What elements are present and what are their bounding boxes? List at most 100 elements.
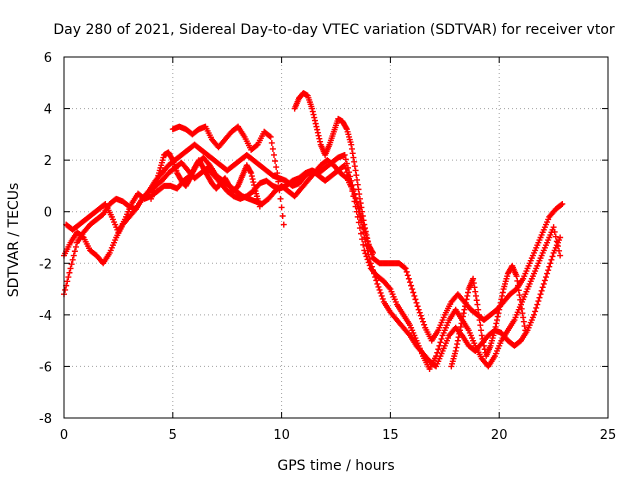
- data-point: [536, 294, 543, 301]
- data-point: [359, 213, 366, 220]
- data-point: [267, 133, 274, 140]
- data-point: [348, 141, 355, 148]
- data-point: [519, 310, 526, 317]
- data-point: [343, 169, 350, 176]
- data-point: [452, 347, 459, 354]
- data-point: [480, 342, 487, 349]
- data-point: [248, 170, 255, 177]
- chart-title: Day 280 of 2021, Sidereal Day-to-day VTE…: [53, 22, 615, 38]
- data-point: [493, 320, 500, 327]
- data-point: [461, 306, 468, 313]
- x-tick-label: 15: [382, 428, 399, 443]
- data-point: [373, 277, 380, 284]
- x-tick-label: 0: [60, 428, 68, 443]
- data-point: [453, 344, 460, 351]
- series-arc-7: [448, 262, 529, 370]
- data-point: [496, 303, 503, 310]
- data-point: [309, 105, 316, 112]
- data-point: [349, 150, 356, 157]
- data-point: [369, 248, 376, 255]
- data-point: [559, 200, 566, 207]
- data-point: [557, 252, 564, 259]
- data-point: [377, 289, 384, 296]
- data-point: [353, 172, 360, 179]
- data-point: [454, 337, 461, 344]
- data-point: [518, 305, 525, 312]
- data-point: [464, 292, 471, 299]
- data-point: [409, 286, 416, 293]
- data-point: [480, 339, 487, 346]
- data-point: [521, 323, 528, 330]
- data-point: [435, 346, 442, 353]
- data-point: [275, 178, 282, 185]
- data-points: [61, 90, 566, 373]
- data-point: [363, 253, 370, 260]
- data-point: [462, 303, 469, 310]
- data-point: [359, 236, 366, 243]
- data-point: [351, 158, 358, 165]
- data-point: [311, 117, 318, 124]
- data-point: [494, 313, 501, 320]
- data-point: [494, 317, 501, 324]
- data-point: [342, 174, 349, 181]
- data-point: [550, 224, 557, 231]
- data-point: [556, 247, 563, 254]
- data-point: [279, 213, 286, 220]
- data-point: [311, 114, 318, 121]
- data-point: [248, 173, 255, 180]
- data-point: [542, 274, 549, 281]
- data-point: [253, 142, 260, 149]
- data-point: [533, 304, 540, 311]
- data-point: [434, 349, 441, 356]
- y-tick-label: -2: [39, 257, 52, 272]
- data-point: [539, 284, 546, 291]
- data-point: [499, 289, 506, 296]
- data-point: [356, 225, 363, 232]
- y-tick-label: -6: [39, 360, 52, 375]
- data-point: [356, 195, 363, 202]
- data-point: [364, 256, 371, 263]
- series-arc-6: [291, 90, 376, 256]
- y-tick-label: -8: [39, 412, 52, 427]
- data-point: [64, 278, 71, 285]
- data-point: [361, 247, 368, 254]
- data-point: [312, 120, 319, 127]
- data-point: [360, 217, 367, 224]
- x-tick-label: 10: [273, 428, 290, 443]
- data-point: [532, 308, 539, 315]
- grid: [64, 57, 608, 418]
- data-point: [540, 280, 547, 287]
- data-point: [266, 133, 273, 140]
- data-point: [478, 327, 485, 334]
- data-point: [457, 327, 464, 334]
- data-point: [352, 167, 359, 174]
- data-point: [314, 126, 321, 133]
- data-point: [277, 195, 284, 202]
- data-point: [71, 248, 78, 255]
- data-point: [364, 235, 371, 242]
- data-point: [414, 303, 421, 310]
- data-point: [516, 292, 523, 299]
- data-point: [404, 272, 411, 279]
- data-point: [62, 286, 69, 293]
- data-point: [541, 277, 548, 284]
- data-point: [273, 164, 280, 171]
- data-point: [472, 292, 479, 299]
- data-point: [369, 249, 376, 256]
- data-point: [547, 260, 554, 267]
- data-point: [520, 314, 527, 321]
- data-point: [548, 256, 555, 263]
- data-point: [470, 280, 477, 287]
- data-point: [363, 231, 370, 238]
- data-point: [405, 275, 412, 282]
- data-point: [553, 238, 560, 245]
- data-point: [515, 287, 522, 294]
- data-point: [437, 339, 444, 346]
- y-tick-label: 2: [44, 154, 52, 169]
- data-point: [472, 288, 479, 295]
- x-tick-label: 5: [169, 428, 177, 443]
- data-point: [247, 168, 254, 175]
- data-point: [405, 331, 412, 338]
- data-point: [365, 259, 372, 266]
- data-point: [460, 310, 467, 317]
